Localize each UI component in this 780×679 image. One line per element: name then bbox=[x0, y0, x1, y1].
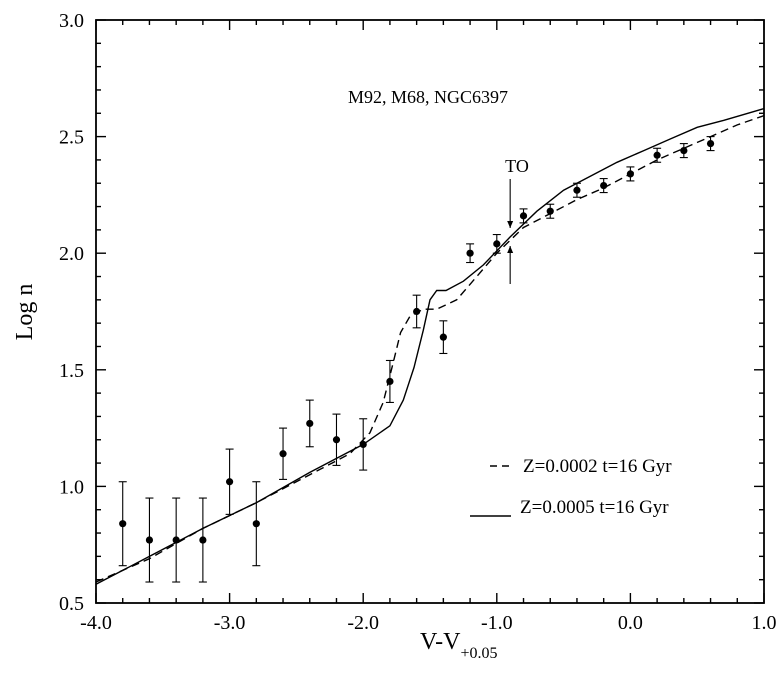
y-tick-label: 2.0 bbox=[59, 243, 84, 265]
data-point bbox=[252, 520, 260, 528]
data-point bbox=[332, 436, 341, 444]
data-point bbox=[680, 146, 688, 155]
data-point bbox=[573, 186, 581, 194]
to-arrow-up-head bbox=[507, 246, 514, 253]
y-tick-label: 2.5 bbox=[59, 127, 84, 149]
data-point bbox=[386, 377, 394, 386]
legend-label-solid: Z=0.0005 t=16 Gyr bbox=[520, 497, 669, 518]
x-tick-label: 1.0 bbox=[752, 612, 777, 634]
series-line-solid bbox=[95, 107, 765, 585]
data-point bbox=[600, 181, 608, 190]
y-axis-title: Log n bbox=[12, 284, 38, 341]
data-point bbox=[626, 170, 635, 178]
data-point bbox=[439, 333, 447, 341]
y-tick-labels: 0.5 1.0 1.5 2.0 2.5 3.0 bbox=[59, 10, 84, 615]
data-point bbox=[199, 536, 207, 544]
data-point bbox=[413, 307, 421, 316]
to-label: TO bbox=[505, 156, 529, 176]
observed-points bbox=[118, 136, 715, 583]
x-tick-label: 0.0 bbox=[618, 612, 643, 634]
model-curves bbox=[95, 107, 765, 585]
data-point bbox=[172, 536, 180, 544]
plot-frame bbox=[95, 19, 765, 604]
data-point bbox=[466, 249, 474, 257]
legend-label-dashed: Z=0.0002 t=16 Gyr bbox=[523, 456, 672, 477]
x-tick-label: -4.0 bbox=[80, 612, 112, 634]
y-tick-label: 1.0 bbox=[59, 476, 84, 498]
data-point bbox=[226, 478, 234, 486]
y-tick-label: 0.5 bbox=[59, 593, 84, 615]
data-point bbox=[145, 536, 154, 544]
data-point bbox=[519, 212, 528, 220]
data-point bbox=[359, 440, 367, 449]
to-arrow-down-head bbox=[507, 221, 514, 228]
x-tick-label: -3.0 bbox=[214, 612, 246, 634]
data-point bbox=[119, 520, 127, 528]
x-tick-label: -2.0 bbox=[347, 612, 379, 634]
data-point bbox=[546, 207, 554, 215]
data-point bbox=[306, 419, 314, 428]
data-point bbox=[653, 151, 661, 159]
data-point bbox=[279, 450, 287, 458]
chart-title: M92, M68, NGC6397 bbox=[348, 87, 508, 107]
x-axis-title-subscript: +0.05 bbox=[460, 645, 497, 662]
data-point bbox=[493, 240, 501, 248]
x-tick-labels: -4.0 -3.0 -2.0 -1.0 0.0 1.0 bbox=[80, 612, 776, 634]
x-axis-title: V-V+0.05 bbox=[420, 629, 497, 662]
x-axis-title-main: V-V bbox=[420, 629, 461, 655]
y-tick-label: 3.0 bbox=[59, 10, 84, 32]
series-line-dashed bbox=[95, 114, 765, 583]
y-tick-label: 1.5 bbox=[59, 360, 84, 382]
to-arrows bbox=[507, 179, 514, 284]
x-tick-label: -1.0 bbox=[481, 612, 513, 634]
data-point bbox=[706, 139, 715, 148]
